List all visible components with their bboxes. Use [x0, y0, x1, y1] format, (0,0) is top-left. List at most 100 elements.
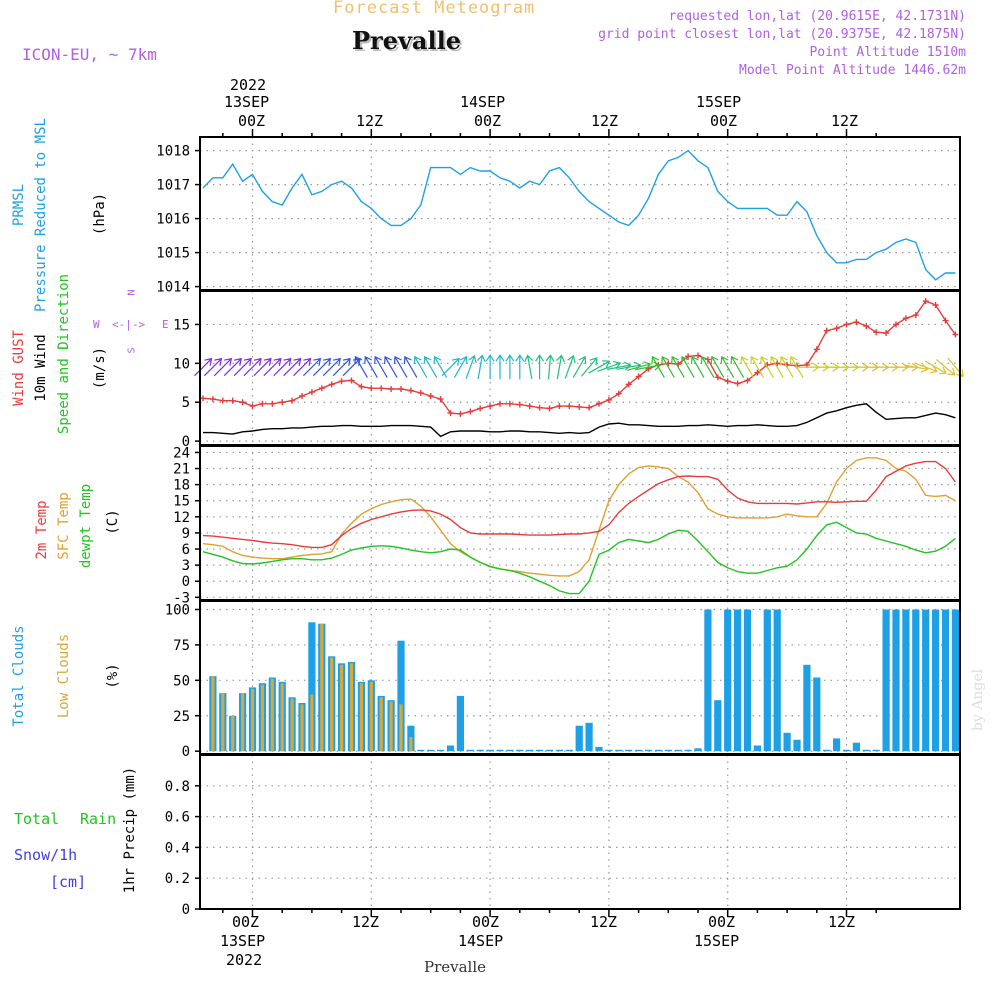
- wind-arrow: [322, 357, 341, 377]
- low-cloud-bar: [250, 688, 255, 752]
- gust-marker: [902, 315, 909, 322]
- requested-coords: requested lon,lat (20.9615E, 42.1731N): [668, 9, 966, 24]
- gust-marker: [932, 302, 939, 308]
- total-cloud-bar: [456, 695, 464, 752]
- gust-marker: [615, 390, 622, 397]
- bottom-label-00z-2: 00Z: [472, 913, 500, 931]
- total-cloud-bar: [308, 622, 316, 752]
- gust-marker: [378, 385, 385, 392]
- gust-marker: [586, 404, 593, 411]
- top-label-13sep: 13SEP: [224, 93, 270, 111]
- model-label: ICON-EU, ~ 7km: [22, 45, 157, 64]
- total-cloud-bar: [842, 749, 851, 752]
- wind-arrow: [740, 355, 755, 378]
- wind-arrow: [720, 355, 735, 378]
- gust-marker: [893, 321, 899, 328]
- low-cloud-bar: [409, 737, 413, 752]
- total-cloud-bar: [694, 748, 702, 752]
- wind-arrow: [903, 363, 929, 373]
- bottom-label-12z-1: 12Z: [352, 913, 380, 931]
- compass-w: W: [93, 318, 100, 331]
- wind-arrow: [671, 355, 685, 378]
- total-cloud-bar: [892, 609, 900, 752]
- wind-arrow: [730, 355, 745, 378]
- gust-marker: [447, 410, 454, 417]
- gust-marker: [605, 396, 612, 403]
- gust-marker: [338, 378, 345, 385]
- gust-marker: [833, 325, 840, 332]
- top-label-14sep: 14SEP: [460, 93, 506, 111]
- low-cloud-bar: [270, 678, 274, 752]
- y-tick-label: 0: [182, 902, 190, 918]
- wind-arrow: [263, 357, 282, 377]
- wind-arrow: [780, 355, 794, 378]
- y-tick-label: 1018: [156, 144, 190, 160]
- gust-line: [202, 300, 956, 415]
- total-cloud-bar: [674, 749, 682, 752]
- wind-arrow: [606, 361, 632, 371]
- total-cloud-bar: [763, 609, 771, 752]
- grid-point-coords: grid point closest lon,lat (20.9375E, 42…: [598, 27, 966, 42]
- y-tick-label: 9: [182, 526, 190, 542]
- precip-label-snow: Snow/1h: [14, 846, 78, 864]
- gust-marker: [239, 399, 246, 406]
- wind-arrow: [580, 357, 598, 377]
- wind-arrow: [194, 357, 213, 377]
- y-tick-label: 0.6: [165, 810, 190, 826]
- y-tick-label: 25: [173, 709, 190, 725]
- wind-arrow: [588, 360, 611, 374]
- wind-arrow: [760, 355, 774, 378]
- total-cloud-bar: [813, 677, 821, 752]
- gust-marker: [952, 331, 959, 338]
- gust-marker: [942, 317, 949, 324]
- wind-arrow: [465, 354, 477, 379]
- gust-marker: [873, 329, 880, 336]
- top-label-00z-2: 00Z: [474, 112, 502, 130]
- y-tick-label: 0.2: [165, 871, 190, 887]
- gust-marker: [299, 393, 305, 399]
- low-cloud-bar: [231, 715, 235, 752]
- sfc-temp-line: [202, 457, 956, 577]
- total-cloud-bar: [833, 738, 841, 752]
- wind-arrow: [661, 355, 675, 378]
- y-tick-label: 12: [173, 510, 190, 526]
- low-cloud-bar: [310, 694, 314, 752]
- y-tick-label: 6: [182, 542, 190, 558]
- wind-arrow: [354, 355, 368, 378]
- total-cloud-bar: [565, 749, 573, 752]
- top-label-12z-3: 12Z: [831, 112, 859, 130]
- total-cloud-bar: [585, 722, 593, 752]
- bottom-label-00z-3: 00Z: [708, 913, 736, 931]
- wind-arrow: [681, 355, 695, 378]
- precip-label-rain: Rain: [80, 810, 117, 828]
- total-cloud-bar: [734, 609, 742, 752]
- gust-marker: [635, 373, 642, 380]
- wind-arrow: [651, 355, 665, 378]
- y-tick-label: 3: [182, 558, 190, 574]
- wind-arrow: [273, 357, 292, 377]
- top-label-00z-1: 00Z: [238, 112, 266, 130]
- gust-marker: [883, 330, 890, 336]
- bottom-label-14sep: 14SEP: [458, 932, 504, 950]
- wind-arrow: [750, 355, 764, 378]
- top-label-12z-1: 12Z: [356, 112, 384, 130]
- gust-marker: [328, 381, 335, 388]
- temp-2m-line: [202, 460, 956, 549]
- total-cloud-bar: [922, 609, 930, 752]
- dewpoint-line: [202, 521, 956, 595]
- low-cloud-bar: [359, 683, 363, 752]
- wind-arrow: [364, 355, 378, 378]
- gust-marker: [853, 319, 860, 326]
- wind-arrow: [524, 354, 534, 380]
- total-cloud-bar: [625, 749, 633, 752]
- total-cloud-bar: [872, 749, 880, 752]
- wind-arrow: [556, 354, 565, 380]
- wind-arrow: [302, 357, 322, 377]
- gust-marker: [754, 369, 761, 376]
- y-tick-label: 1014: [156, 280, 190, 296]
- low-cloud-bar: [211, 676, 215, 752]
- gust-marker: [457, 410, 464, 417]
- low-cloud-bar: [379, 697, 383, 752]
- total-cloud-bar: [437, 749, 445, 752]
